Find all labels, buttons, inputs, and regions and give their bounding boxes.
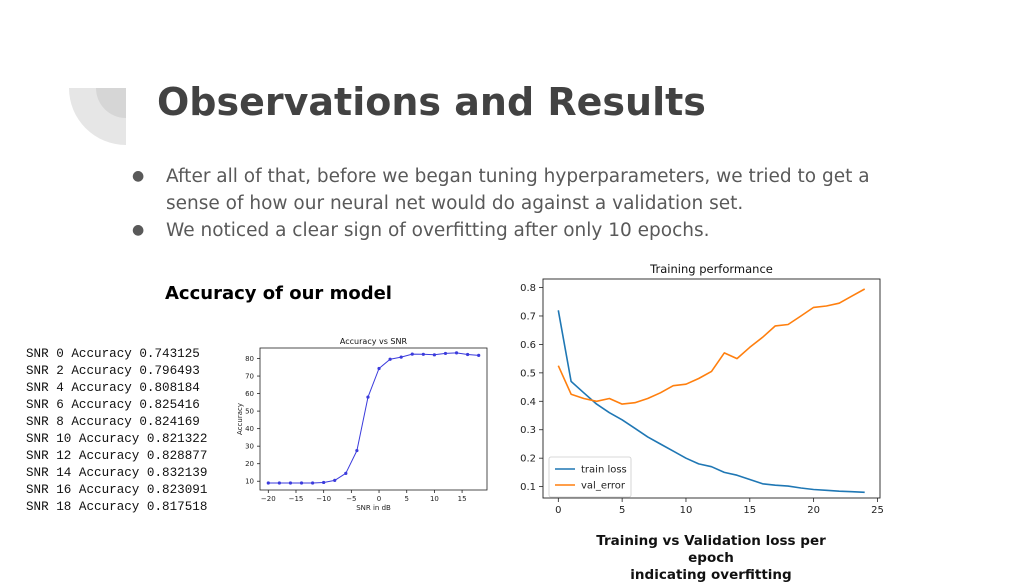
data-point bbox=[288, 481, 293, 485]
data-point bbox=[466, 352, 470, 357]
y-tick-label: 40 bbox=[245, 425, 254, 433]
bullet-text: We noticed a clear sign of overfitting a… bbox=[166, 220, 710, 241]
y-tick-label: 0.6 bbox=[520, 340, 536, 351]
data-series-line bbox=[268, 352, 479, 484]
y-tick-label: 0.3 bbox=[520, 425, 536, 436]
decorative-arc-shape bbox=[69, 88, 126, 145]
plot-frame bbox=[542, 278, 881, 499]
val-error-series-line bbox=[557, 288, 866, 405]
y-tick-label: 0.1 bbox=[520, 482, 536, 493]
y-tick-label: 0.5 bbox=[520, 368, 536, 379]
data-point bbox=[477, 353, 481, 357]
y-tick-label: 30 bbox=[245, 443, 254, 451]
x-tick-label: −20 bbox=[261, 495, 276, 503]
x-tick-label: 15 bbox=[743, 505, 756, 516]
y-tick-label: 0.7 bbox=[520, 311, 536, 322]
data-point bbox=[355, 448, 359, 453]
data-point bbox=[399, 355, 403, 359]
x-tick-label: 10 bbox=[680, 505, 693, 516]
y-tick-label: 80 bbox=[245, 355, 254, 363]
caption-line: Training vs Validation loss per epoch bbox=[596, 533, 826, 566]
data-point bbox=[421, 352, 425, 356]
y-tick-label: 0.8 bbox=[520, 283, 536, 294]
data-point bbox=[333, 478, 337, 482]
x-tick-label: 20 bbox=[807, 505, 820, 516]
bullet-text: After all of that, before we began tunin… bbox=[166, 166, 870, 214]
x-axis-label: SNR in dB bbox=[356, 504, 391, 512]
data-point bbox=[322, 480, 326, 485]
x-tick-label: 0 bbox=[555, 505, 561, 516]
data-point bbox=[443, 351, 448, 356]
x-tick-label: 5 bbox=[404, 495, 408, 503]
data-point bbox=[410, 352, 414, 356]
x-tick-label: 25 bbox=[871, 505, 884, 516]
accuracy-list: SNR 0 Accuracy 0.743125 SNR 2 Accuracy 0… bbox=[26, 346, 207, 516]
accuracy-line: SNR 6 Accuracy 0.825416 bbox=[26, 398, 200, 412]
accuracy-line: SNR 14 Accuracy 0.832139 bbox=[26, 466, 208, 480]
x-tick-label: −5 bbox=[346, 495, 356, 503]
slide-title: Observations and Results bbox=[157, 80, 706, 124]
accuracy-heading: Accuracy of our model bbox=[165, 283, 392, 304]
legend-label: train loss bbox=[581, 465, 627, 476]
y-tick-label: 10 bbox=[245, 478, 254, 486]
data-point bbox=[344, 471, 348, 475]
data-point bbox=[432, 353, 437, 357]
data-point bbox=[310, 481, 315, 485]
x-tick-label: 0 bbox=[377, 495, 381, 503]
accuracy-line: SNR 2 Accuracy 0.796493 bbox=[26, 364, 200, 378]
data-point bbox=[299, 481, 304, 485]
y-axis-label: Accuracy bbox=[236, 403, 244, 435]
bullet-item: ● After all of that, before we began tuni… bbox=[130, 163, 870, 217]
legend-box bbox=[548, 456, 632, 498]
y-tick-label: 0.4 bbox=[520, 397, 536, 408]
accuracy-line: SNR 16 Accuracy 0.823091 bbox=[26, 483, 208, 497]
bullet-icon: ● bbox=[132, 222, 145, 238]
accuracy-line: SNR 12 Accuracy 0.828877 bbox=[26, 449, 208, 463]
data-point bbox=[388, 357, 392, 361]
y-tick-label: 60 bbox=[245, 390, 254, 398]
data-point bbox=[277, 481, 281, 485]
plot-frame bbox=[259, 347, 488, 491]
data-point bbox=[454, 351, 459, 355]
accuracy-line: SNR 0 Accuracy 0.743125 bbox=[26, 347, 200, 361]
chart-caption: Training vs Validation loss per epoch in… bbox=[580, 533, 842, 584]
data-point bbox=[266, 481, 270, 485]
y-tick-label: 20 bbox=[245, 460, 254, 468]
bullet-icon: ● bbox=[132, 168, 145, 184]
x-tick-label: 15 bbox=[458, 495, 467, 503]
y-tick-label: 50 bbox=[245, 408, 254, 416]
accuracy-vs-snr-chart: Accuracy vs SNR −20 −15 −10 −5 0 5 10 15 10 20 30 40… bbox=[236, 337, 488, 512]
bullet-item: ● We noticed a clear sign of overfitting … bbox=[130, 217, 870, 244]
chart-title: Accuracy vs SNR bbox=[340, 337, 408, 346]
accuracy-line: SNR 8 Accuracy 0.824169 bbox=[26, 415, 200, 429]
training-performance-chart: Training performance 0 5 10 15 20 25 0.1 0.2 0.3 0… bbox=[520, 262, 884, 516]
x-tick-label: −15 bbox=[289, 495, 304, 503]
accuracy-line: SNR 18 Accuracy 0.817518 bbox=[26, 500, 208, 514]
data-point bbox=[366, 395, 370, 399]
legend-label: val_error bbox=[581, 481, 626, 492]
train-loss-series-line bbox=[557, 310, 865, 494]
x-tick-label: −10 bbox=[316, 495, 331, 503]
x-tick-label: 10 bbox=[430, 495, 439, 503]
accuracy-line: SNR 4 Accuracy 0.808184 bbox=[26, 381, 200, 395]
x-tick-label: 5 bbox=[619, 505, 625, 516]
bullet-list: ● After all of that, before we began tuni… bbox=[130, 163, 870, 244]
y-tick-label: 0.2 bbox=[520, 454, 536, 465]
chart-title: Training performance bbox=[649, 262, 773, 276]
y-tick-label: 70 bbox=[245, 372, 254, 380]
data-point bbox=[377, 366, 381, 371]
accuracy-line: SNR 10 Accuracy 0.821322 bbox=[26, 432, 208, 446]
